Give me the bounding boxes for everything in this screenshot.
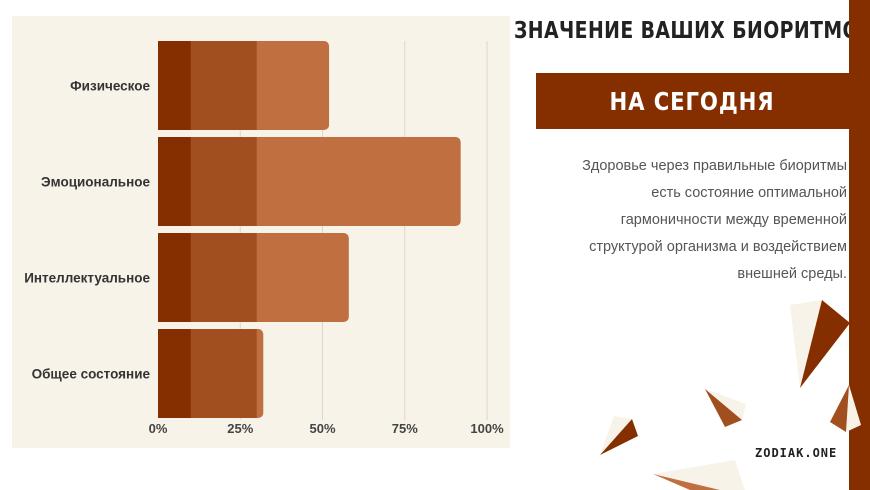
description: Здоровье через правильные биоритмы есть … [582,158,847,282]
bar-segment [158,137,191,226]
bar-segment [190,329,257,418]
shard-decoration [800,300,850,388]
shard-decoration [600,416,632,455]
x-tick-label: 75% [392,421,418,436]
shard-decoration [705,389,746,420]
y-category-label: Физическое [70,79,150,94]
y-category-label: Интеллектуальное [24,271,150,286]
x-tick-label: 50% [309,421,335,436]
shard-decoration [600,419,638,455]
bar-segment [158,41,191,130]
bar-chart: 0% 25% 50% 75% 100% Физическое Эмоциональное Ин… [24,41,504,436]
bar-segment [158,329,191,418]
y-category-label: Общее состояние [32,367,151,382]
shard-decoration [653,474,720,490]
shard-decoration [705,389,742,427]
bar-segment [190,137,257,226]
shard-decoration [830,385,849,432]
page-title: ЗНАЧЕНИЕ ВАШИХ БИОРИТМОВ [514,18,870,44]
banner-text: НА СЕГОДНЯ [610,86,775,116]
bar-segment [190,233,257,322]
side-stripe [849,0,870,490]
x-tick-label: 100% [470,421,504,436]
bar-segment [158,233,191,322]
brand-logo: ZODIAK.ONE [755,446,838,460]
bar-segment [190,41,257,130]
shard-decoration [790,300,822,388]
y-category-label: Эмоциональное [41,175,150,190]
shard-decoration [653,460,745,490]
x-tick-label: 25% [227,421,253,436]
x-tick-label: 0% [149,421,168,436]
today-banner: НА СЕГОДНЯ [536,73,849,129]
